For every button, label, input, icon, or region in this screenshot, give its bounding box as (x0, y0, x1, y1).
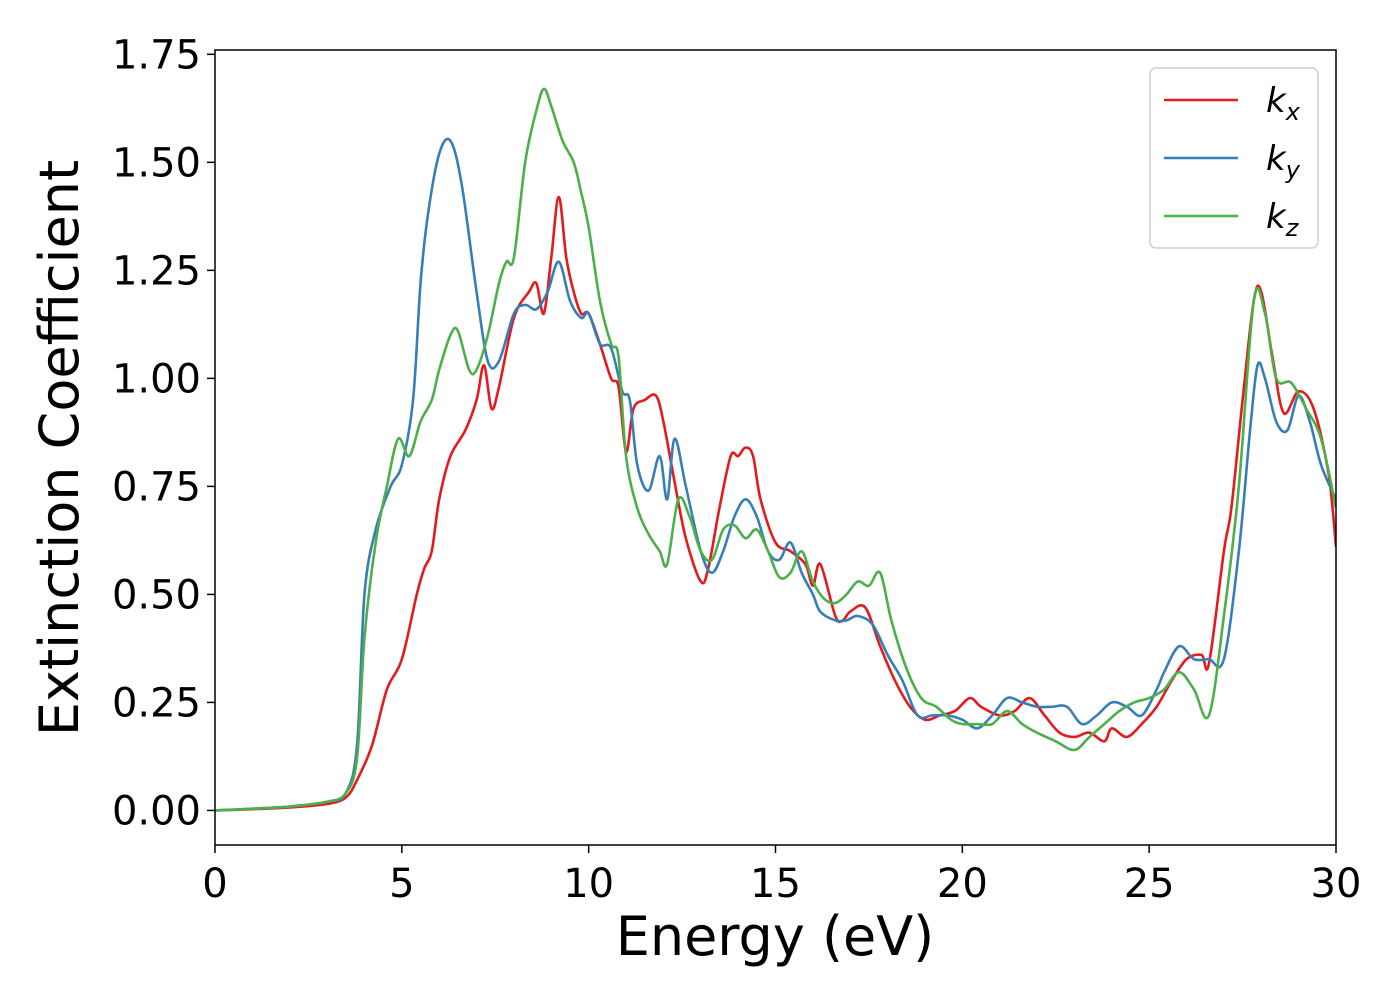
y-tick-label: 1.75 (112, 32, 201, 78)
y-axis-title: Extinction Coefficient (28, 160, 91, 736)
x-tick-label: 5 (389, 861, 414, 907)
y-tick-label: 0.75 (112, 464, 201, 510)
y-tick-label: 0.25 (112, 680, 201, 726)
series-line-kz (215, 87, 1336, 812)
x-tick-label: 10 (563, 861, 614, 907)
y-tick-label: 1.50 (112, 140, 201, 186)
x-tick-label: 20 (937, 861, 988, 907)
y-tick-label: 1.25 (112, 248, 201, 294)
x-tick-label: 25 (1124, 861, 1175, 907)
series-layer (215, 87, 1336, 812)
y-tick-label: 0.00 (112, 788, 201, 834)
x-tick-label: 15 (750, 861, 801, 907)
y-tick-label: 1.00 (112, 356, 201, 402)
x-tick-label: 0 (202, 861, 227, 907)
y-axis-ticks: 0.00 0.25 0.50 0.75 1.00 1.25 1.50 1.75 (112, 32, 215, 834)
x-axis-ticks: 0 5 10 15 20 25 30 (202, 845, 1361, 907)
x-tick-label: 30 (1311, 861, 1362, 907)
y-tick-label: 0.50 (112, 572, 201, 618)
x-axis-title: Energy (eV) (616, 905, 935, 968)
